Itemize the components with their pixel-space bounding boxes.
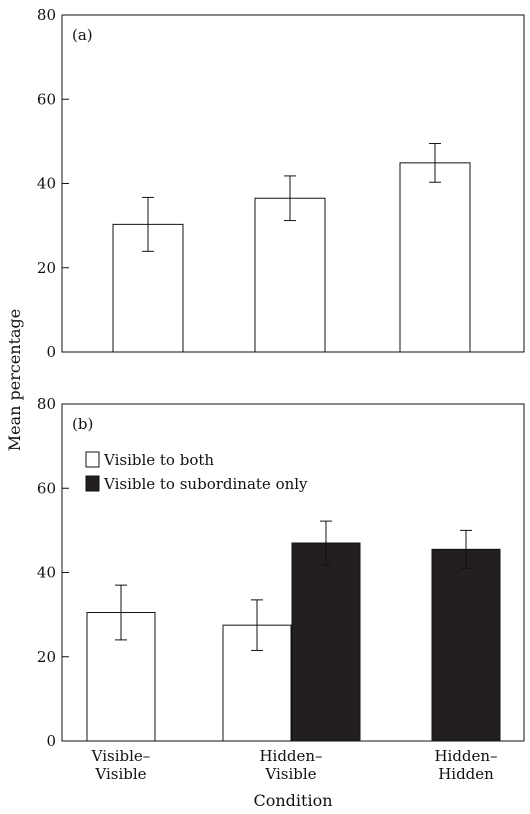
y-tick-label: 20 <box>37 648 56 666</box>
y-axis-label: Mean percentage <box>5 309 24 452</box>
y-tick-label: 40 <box>37 564 56 582</box>
y-tick-label: 20 <box>37 259 56 277</box>
bar <box>431 548 501 742</box>
panel-label: (a) <box>72 26 93 44</box>
bar <box>291 542 361 742</box>
x-tick-label: Hidden– <box>259 747 322 765</box>
x-tick-label: Hidden <box>438 765 494 783</box>
y-tick-label: 80 <box>37 6 56 24</box>
x-tick-label: Visible <box>94 765 146 783</box>
x-axis-label: Condition <box>253 791 332 810</box>
panel-a: 0 20 40 60 80 (a) <box>37 6 525 361</box>
legend-label: Visible to subordinate only <box>103 475 308 493</box>
panel-label: (b) <box>72 415 93 433</box>
y-tick-label: 60 <box>37 479 56 497</box>
y-tick-label: 0 <box>46 343 56 361</box>
x-tick-label: Hidden– <box>434 747 497 765</box>
legend-label: Visible to both <box>103 451 214 469</box>
y-tick-label: 0 <box>46 732 56 750</box>
legend-swatch <box>85 451 100 468</box>
legend-swatch <box>85 475 100 492</box>
x-tick-label: Visible <box>264 765 316 783</box>
y-tick-label: 80 <box>37 395 56 413</box>
bar <box>399 162 471 353</box>
x-tick-label: Visible– <box>91 747 151 765</box>
y-tick-label: 40 <box>37 175 56 193</box>
y-tick-label: 60 <box>37 90 56 108</box>
panel-b: 020406080(b)Visible–VisibleHidden–Visibl… <box>37 395 525 783</box>
bar <box>254 197 326 353</box>
